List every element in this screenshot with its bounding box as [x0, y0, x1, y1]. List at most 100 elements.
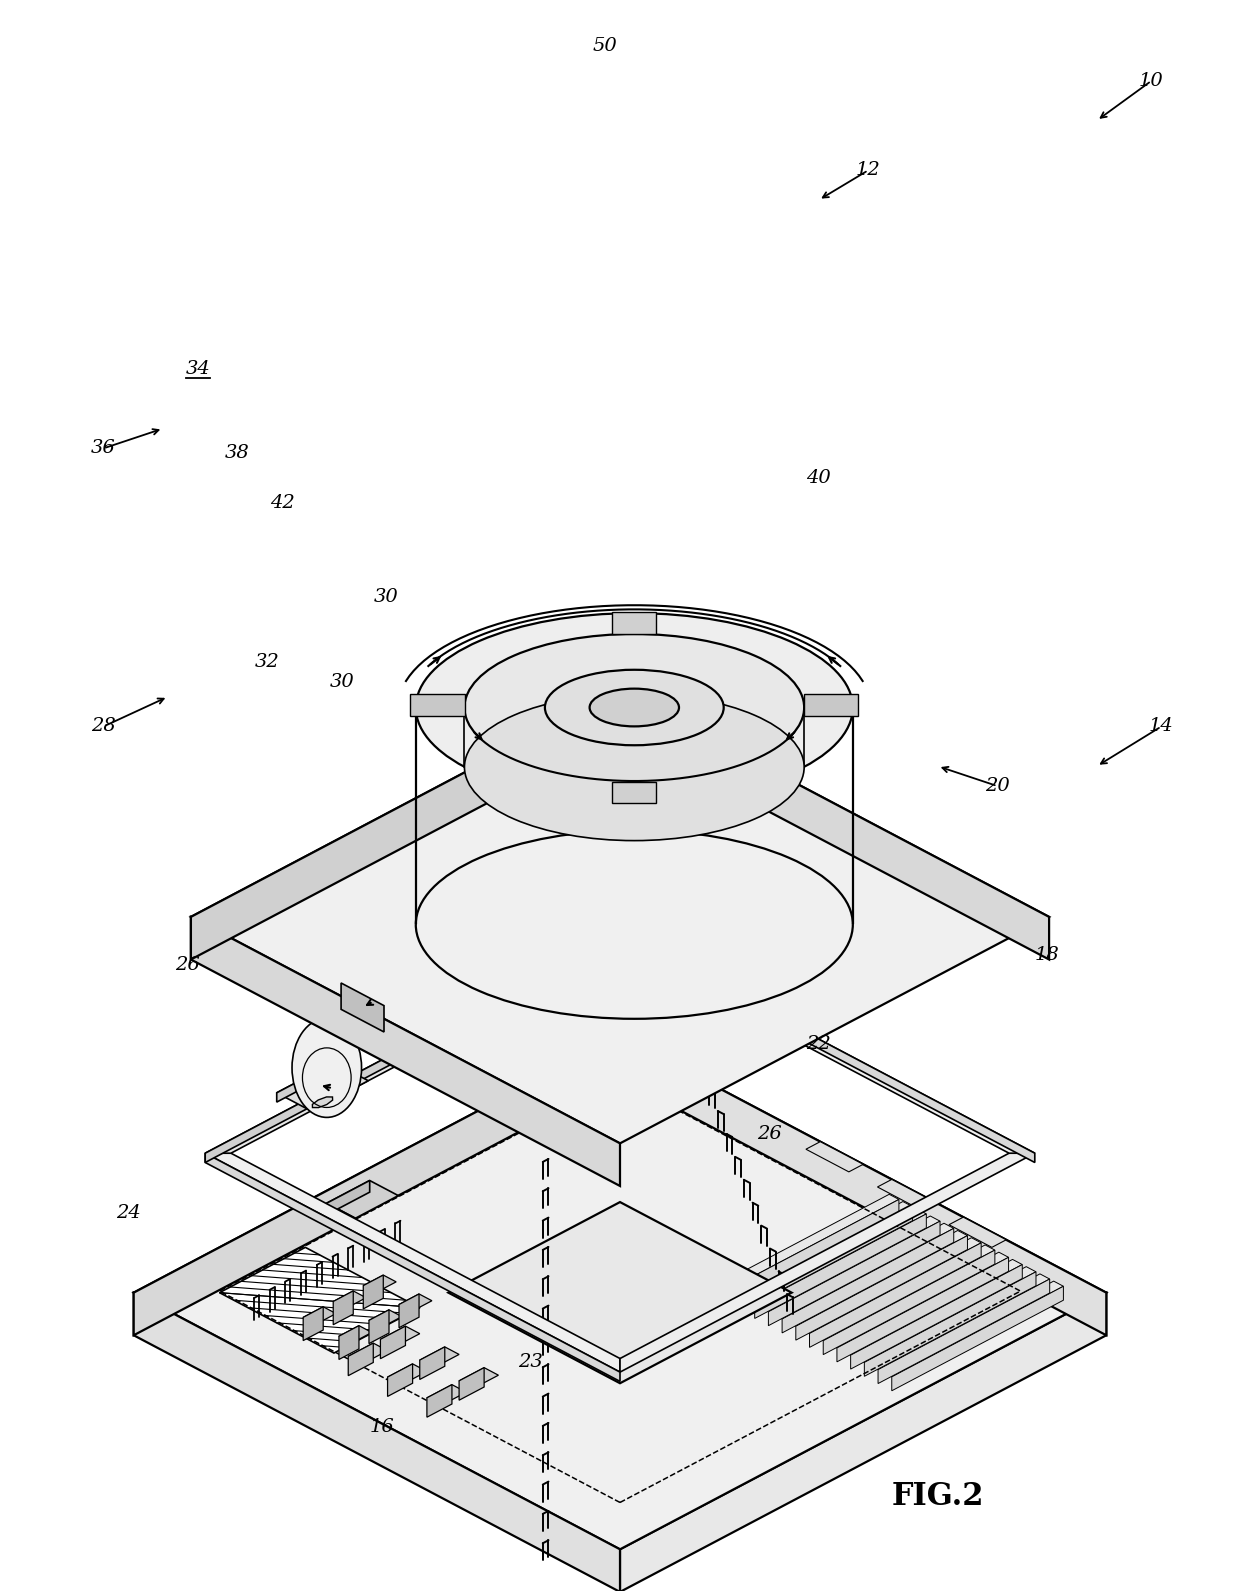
Text: 12: 12 [856, 161, 880, 179]
Polygon shape [868, 1274, 1050, 1369]
Polygon shape [769, 1221, 940, 1326]
Polygon shape [864, 1272, 1035, 1376]
Polygon shape [327, 1181, 370, 1215]
Polygon shape [334, 1291, 366, 1309]
Polygon shape [191, 691, 620, 959]
Text: 30: 30 [374, 589, 399, 606]
Polygon shape [773, 1223, 954, 1318]
Polygon shape [348, 1344, 388, 1365]
Text: 26: 26 [176, 956, 201, 974]
Polygon shape [388, 1365, 413, 1396]
Polygon shape [420, 1347, 445, 1379]
Polygon shape [755, 1215, 926, 1318]
Text: 16: 16 [370, 1417, 394, 1436]
Polygon shape [348, 1344, 373, 1376]
Text: 14: 14 [1149, 718, 1174, 736]
Polygon shape [800, 1238, 981, 1333]
Polygon shape [363, 1275, 396, 1293]
Text: 38: 38 [226, 444, 250, 463]
Polygon shape [620, 691, 1049, 959]
Text: 42: 42 [270, 495, 295, 512]
Polygon shape [334, 1291, 353, 1325]
Polygon shape [304, 1307, 324, 1341]
Polygon shape [882, 1282, 1064, 1377]
Polygon shape [620, 1036, 1106, 1336]
Polygon shape [341, 983, 384, 1033]
Polygon shape [370, 1310, 389, 1344]
Polygon shape [742, 1207, 913, 1312]
Polygon shape [363, 1275, 383, 1309]
Polygon shape [804, 694, 858, 717]
Polygon shape [205, 934, 620, 1162]
Polygon shape [427, 1385, 466, 1406]
Polygon shape [339, 1326, 358, 1360]
Text: 36: 36 [91, 439, 115, 458]
Ellipse shape [415, 613, 853, 801]
Polygon shape [613, 611, 656, 634]
Polygon shape [277, 1063, 334, 1103]
Text: 28: 28 [91, 718, 115, 736]
Polygon shape [205, 1154, 620, 1382]
Text: 40: 40 [806, 469, 831, 487]
Polygon shape [304, 1307, 336, 1325]
Polygon shape [728, 1200, 899, 1304]
Polygon shape [420, 1347, 459, 1368]
Polygon shape [796, 1235, 967, 1341]
Polygon shape [410, 694, 465, 717]
Text: 32: 32 [255, 653, 280, 670]
Text: 18: 18 [1034, 946, 1059, 964]
Polygon shape [620, 934, 1035, 1162]
Polygon shape [427, 1385, 451, 1417]
Ellipse shape [544, 670, 724, 745]
Text: 30: 30 [330, 674, 355, 691]
Polygon shape [312, 1096, 332, 1108]
Polygon shape [399, 1294, 419, 1328]
Polygon shape [327, 1181, 398, 1218]
Ellipse shape [465, 634, 805, 780]
Polygon shape [399, 1294, 432, 1312]
Polygon shape [837, 1258, 1008, 1361]
Polygon shape [381, 1326, 420, 1347]
Polygon shape [718, 1194, 899, 1290]
Polygon shape [134, 1293, 620, 1591]
Polygon shape [370, 1310, 402, 1328]
Text: 50: 50 [593, 37, 618, 56]
Polygon shape [823, 1250, 994, 1355]
Polygon shape [782, 1229, 954, 1333]
Polygon shape [851, 1264, 1022, 1369]
Polygon shape [327, 1203, 356, 1231]
Polygon shape [827, 1253, 1008, 1349]
Polygon shape [613, 782, 656, 803]
Text: 23: 23 [518, 1353, 543, 1371]
Polygon shape [732, 1202, 913, 1298]
Polygon shape [219, 1248, 420, 1353]
Polygon shape [388, 1365, 427, 1385]
Polygon shape [277, 1063, 368, 1111]
Polygon shape [449, 1202, 791, 1384]
Polygon shape [205, 934, 620, 1154]
Polygon shape [191, 916, 620, 1186]
Polygon shape [892, 1286, 1064, 1390]
Ellipse shape [291, 1018, 362, 1117]
Polygon shape [620, 1154, 1035, 1373]
Text: 24: 24 [117, 1205, 140, 1223]
Polygon shape [810, 1243, 981, 1347]
Ellipse shape [465, 694, 805, 841]
Polygon shape [949, 1218, 1006, 1248]
Polygon shape [134, 1036, 1106, 1550]
Polygon shape [878, 1179, 935, 1210]
Polygon shape [878, 1278, 1050, 1384]
Ellipse shape [589, 688, 680, 726]
Polygon shape [459, 1368, 498, 1389]
Polygon shape [854, 1267, 1035, 1363]
Polygon shape [339, 1326, 372, 1342]
Polygon shape [134, 1036, 620, 1336]
Text: 26: 26 [756, 1125, 781, 1143]
Polygon shape [745, 1208, 926, 1304]
Text: 20: 20 [985, 777, 1009, 795]
Polygon shape [191, 691, 1049, 1143]
Polygon shape [459, 1368, 484, 1400]
Polygon shape [806, 1141, 863, 1171]
Text: 10: 10 [1140, 72, 1164, 89]
Polygon shape [620, 1293, 1106, 1591]
